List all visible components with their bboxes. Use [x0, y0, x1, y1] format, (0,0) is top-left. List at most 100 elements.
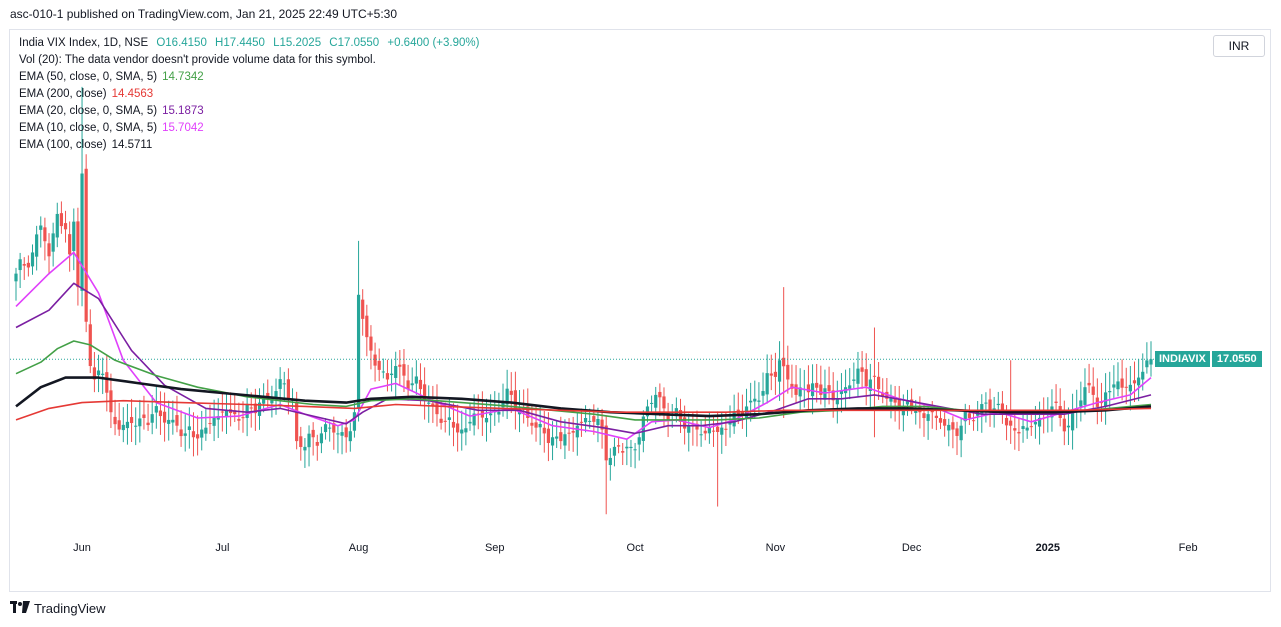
candle-body	[542, 427, 546, 434]
candle-body	[740, 411, 744, 414]
candle-body	[1132, 380, 1137, 384]
candle-body	[303, 446, 307, 451]
indicator-value: 15.1873	[162, 105, 204, 117]
candle-body	[823, 388, 827, 400]
candle-body	[1029, 426, 1033, 428]
candle-body	[658, 391, 662, 398]
candle-body	[257, 402, 262, 416]
candle-body	[72, 221, 76, 251]
indicator-row[interactable]: EMA (100, close) 14.5711	[19, 137, 484, 154]
candle-body	[460, 429, 464, 434]
candle-body	[827, 385, 831, 392]
candle-body	[897, 398, 901, 411]
candle-body	[361, 299, 365, 319]
candle-body	[220, 411, 224, 413]
candle-body	[596, 418, 600, 426]
symbol-title[interactable]: India VIX Index, 1D, NSE	[19, 37, 149, 49]
candle-body	[546, 428, 551, 444]
currency-selector[interactable]: INR	[1213, 35, 1265, 57]
candle-body	[381, 371, 385, 373]
candle-body	[984, 402, 988, 404]
candle-body	[835, 398, 839, 405]
candle-body	[1099, 402, 1104, 404]
candle-body	[980, 404, 984, 415]
candle-body	[30, 252, 35, 267]
candle-body	[637, 437, 641, 445]
candle-body	[951, 422, 955, 430]
candle-body	[373, 354, 377, 366]
indicator-row[interactable]: EMA (50, close, 0, SMA, 5) 14.7342	[19, 69, 484, 86]
candle-body	[423, 384, 427, 401]
candle-body	[885, 391, 889, 399]
candle-body	[369, 336, 373, 351]
candle-body	[625, 446, 629, 449]
candle-body	[385, 373, 390, 380]
candle-body	[782, 357, 786, 367]
candle-body	[860, 367, 864, 372]
candle-body	[489, 413, 493, 416]
indicator-row[interactable]: EMA (10, close, 0, SMA, 5) 15.7042	[19, 120, 484, 137]
candle-body	[129, 417, 134, 424]
price-chart[interactable]: 8.000010.000012.000014.000016.000018.000…	[10, 30, 1205, 567]
candle-body	[839, 390, 844, 395]
candle-body	[468, 421, 472, 424]
candle-body	[59, 213, 63, 227]
candle-body	[80, 173, 84, 291]
candle-body	[815, 382, 819, 388]
candle-body	[204, 427, 208, 434]
candle-body	[101, 373, 105, 375]
candle-body	[819, 384, 823, 395]
candle-body	[377, 360, 381, 370]
candle-body	[1070, 412, 1075, 431]
candle-body	[175, 415, 179, 426]
candle-body	[92, 367, 97, 380]
candle-body	[959, 425, 963, 441]
candle-body	[1009, 420, 1013, 426]
candle-body	[922, 413, 926, 419]
candle-body	[278, 379, 282, 389]
candle-body	[282, 383, 286, 385]
candle-body	[848, 385, 852, 389]
price-tag-symbol: INDIAVIX	[1155, 351, 1210, 367]
candle-body	[720, 427, 724, 435]
candle-body	[559, 432, 563, 442]
indicator-value: 14.5711	[111, 139, 153, 151]
candle-body	[608, 457, 612, 466]
indicator-row[interactable]: EMA (200, close) 14.4563	[19, 86, 484, 103]
candle-body	[96, 370, 101, 376]
candle-body	[150, 414, 154, 423]
candle-body	[443, 420, 447, 422]
candle-body	[798, 387, 802, 397]
candle-body	[571, 431, 575, 433]
candle-body	[1141, 371, 1145, 380]
candle-body	[947, 424, 951, 431]
candle-body	[893, 398, 897, 403]
indicator-value: 14.4563	[111, 88, 154, 100]
volume-note[interactable]: Vol (20): The data vendor doesn't provid…	[19, 54, 376, 66]
candle-body	[588, 420, 592, 422]
candle-body	[286, 379, 290, 401]
candle-body	[439, 418, 443, 423]
candle-body	[406, 380, 410, 389]
indicator-value: 14.7342	[162, 71, 204, 83]
candle-body	[233, 410, 237, 415]
candle-body	[394, 366, 398, 378]
candle-body	[1112, 384, 1116, 388]
candle-body	[1128, 384, 1132, 392]
candle-body	[435, 402, 439, 415]
ohlc-row[interactable]: India VIX Index, 1D, NSE O16.4150 H17.44…	[19, 35, 484, 52]
candle-body	[262, 397, 266, 404]
candle-body	[769, 373, 773, 376]
candle-body	[592, 416, 596, 422]
indicator-label: EMA (200, close)	[19, 88, 107, 100]
candle-body	[121, 424, 125, 431]
candle-body	[852, 379, 856, 381]
footer-brand[interactable]: TradingView	[10, 601, 106, 616]
candle-body	[662, 396, 666, 409]
candle-body	[666, 412, 670, 421]
x-tick-label: Sep	[485, 542, 505, 554]
candle-body	[212, 417, 216, 426]
candle-body	[1066, 425, 1071, 428]
indicator-row[interactable]: EMA (20, close, 0, SMA, 5) 15.1873	[19, 103, 484, 120]
candle-body	[794, 384, 798, 395]
